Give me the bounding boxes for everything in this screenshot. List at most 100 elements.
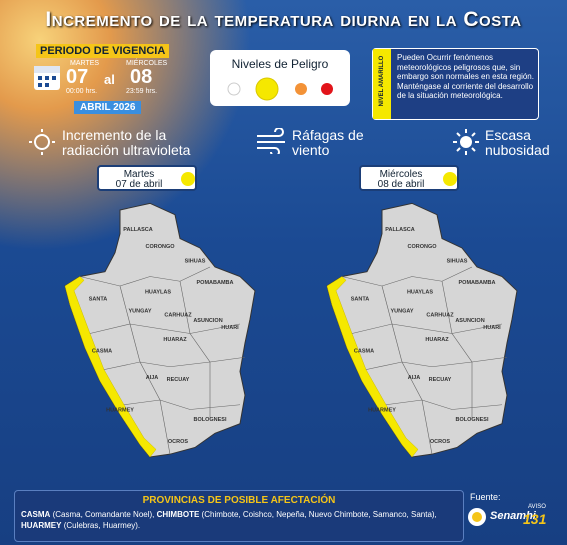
province-label: BOLOGNESI <box>455 417 488 423</box>
province-label: CASMA <box>354 349 374 355</box>
uv-icon <box>29 129 55 155</box>
province-name: HUARMEY <box>21 521 62 530</box>
province-label: HUARMEY <box>106 407 134 413</box>
province-label: HUARI <box>221 325 239 331</box>
province-border <box>365 356 508 370</box>
province-label: HUAYLAS <box>407 290 433 296</box>
map-date-box: Martes 07 de abril <box>97 165 197 191</box>
coastal-alert-area <box>64 276 157 458</box>
province-name: CHIMBOTE <box>156 510 200 519</box>
affected-title: PROVINCIAS DE POSIBLE AFECTACIÓN <box>142 495 336 506</box>
period: PERIODO DE VIGENCIA MARTES 07 00:00 hrs.… <box>30 44 170 118</box>
map-panel: Martes 07 de abril PALLASCA CORONGO SIHUAS PO… <box>60 165 270 475</box>
affected: PROVINCIAS DE POSIBLE AFECTACIÓN CASMA (… <box>14 490 464 542</box>
notice-text: Pueden Ocurrir fenómenos meteorológicos … <box>397 53 534 100</box>
level-tag <box>373 49 391 119</box>
province-label: RECUAY <box>429 377 452 383</box>
map: PALLASCA CORONGO SIHUAS POMABAMBA HUAYLAS SAN… <box>64 202 256 458</box>
province-label: HUARAZ <box>163 337 187 343</box>
calendar-icon <box>34 66 60 90</box>
map-panel: Miércoles 08 de abril PALLASCA CORONGO SIHUA… <box>322 165 532 475</box>
province-label: HUARI <box>483 325 501 331</box>
wind-icon <box>257 128 285 154</box>
province-label: POMABAMBA <box>459 280 496 286</box>
map-date: 07 de abril <box>115 179 163 190</box>
province-border <box>341 266 473 287</box>
province-label: HUAYLAS <box>145 290 171 296</box>
province-label: SIHUAS <box>447 258 468 264</box>
province-label: YUNGAY <box>128 309 151 315</box>
map-date: 08 de abril <box>377 179 425 190</box>
level-dot <box>443 172 457 186</box>
province-border <box>179 281 211 420</box>
province-label: OCROS <box>430 439 451 445</box>
level-label: NIVEL AMARILLO <box>379 55 385 107</box>
province-label: OCROS <box>168 439 189 445</box>
title: Incremento de la temperatura diurna en l… <box>45 8 522 31</box>
districts: (Casma, Comandante Noel), <box>52 510 155 519</box>
province-label: CARHUAZ <box>164 312 192 318</box>
province-label: AIJA <box>146 375 159 381</box>
province-border <box>103 356 246 370</box>
phenomenon: Incremento de la radiación ultravioleta <box>62 127 191 158</box>
province-label: SANTA <box>351 296 370 302</box>
province-label: HUARAZ <box>425 337 449 343</box>
levels-title: Niveles de Peligro <box>231 57 329 71</box>
province-label: AIJA <box>408 375 421 381</box>
period-label: PERIODO DE VIGENCIA <box>36 44 170 58</box>
province-label: SANTA <box>89 296 108 302</box>
province-label: PALLASCA <box>385 227 415 233</box>
source-name: Senamhi <box>490 510 536 522</box>
end-time: 23:59 hrs. <box>126 88 158 95</box>
province-border <box>79 266 211 287</box>
province-label: PALLASCA <box>123 227 153 233</box>
start-time: 00:00 hrs. <box>66 88 98 95</box>
province-label: RECUAY <box>167 377 190 383</box>
map-date-box: Miércoles 08 de abril <box>359 165 459 191</box>
map-day: Martes <box>123 169 155 180</box>
logo-sun <box>468 508 486 526</box>
province-label: CASMA <box>92 349 112 355</box>
province-border <box>123 399 241 410</box>
province-label: ASUNCION <box>193 318 222 324</box>
province-label: BOLOGNESI <box>193 417 226 423</box>
levels: Niveles de Peligro <box>210 50 350 106</box>
province-label: CORONGO <box>407 244 437 250</box>
province-label: HUARMEY <box>368 407 396 413</box>
month: ABRIL 2026 <box>74 101 142 114</box>
phenomenon: Escasa nubosidad <box>485 127 550 158</box>
districts: (Chimbote, Coishco, Nepeña, Nuevo Chimbo… <box>201 510 437 519</box>
level-dot <box>181 172 195 186</box>
province-label: ASUNCION <box>455 318 484 324</box>
province-border <box>351 323 503 334</box>
province-border <box>385 399 503 410</box>
notice-label: AVISO <box>528 504 546 510</box>
province-label: SIHUAS <box>185 258 206 264</box>
affected-list: CASMA (Casma, Comandante Noel), CHIMBOTE… <box>21 509 457 531</box>
phenomenon: Ráfagas de viento <box>292 127 364 158</box>
province-border <box>89 323 241 334</box>
map: PALLASCA CORONGO SIHUAS POMABAMBA HUAYLAS SAN… <box>326 202 518 458</box>
districts: (Culebras, Huarmey). <box>63 521 141 530</box>
province-label: CARHUAZ <box>426 312 454 318</box>
map-day: Miércoles <box>379 169 423 180</box>
end-day: MIÉRCOLES <box>126 60 168 67</box>
start-day: MARTES <box>70 60 100 67</box>
source-label: Fuente: <box>470 492 501 502</box>
province-label: YUNGAY <box>390 309 413 315</box>
province-label: POMABAMBA <box>197 280 234 286</box>
notice: NIVEL AMARILLO Pueden Ocurrir fenómenos … <box>372 48 539 120</box>
level-dots <box>227 77 333 101</box>
province-name: CASMA <box>21 510 51 519</box>
province-border <box>441 281 473 420</box>
province-border <box>119 285 171 455</box>
province-border <box>381 285 433 455</box>
notice-number: 131 <box>523 511 547 527</box>
sun-icon <box>453 129 479 155</box>
connector: al <box>104 72 115 87</box>
end-date: 08 <box>130 66 153 88</box>
province-label: CORONGO <box>145 244 175 250</box>
start-date: 07 <box>66 66 89 88</box>
coastal-alert-area <box>326 276 419 458</box>
